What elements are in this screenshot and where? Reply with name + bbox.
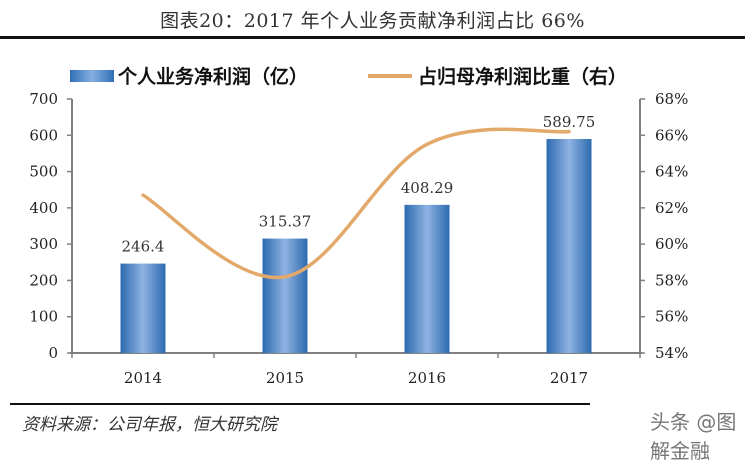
ratio-line (141, 127, 571, 280)
chart-plot-area: 0 100 200 300 400 500 600 700 54% 56% 58% 60% 62% 64%… (29, 90, 688, 387)
x-tick-label: 2017 (550, 369, 588, 387)
right-tick-label: 60% (655, 235, 688, 253)
legend-item-bar: 个人业务净利润（亿） (70, 62, 308, 89)
right-tick-label: 66% (655, 126, 688, 144)
left-tick-label: 500 (29, 163, 58, 181)
watermark: 头条 @图解金融 (650, 410, 737, 463)
x-tick-label: 2016 (408, 369, 446, 387)
source-divider (10, 403, 590, 405)
bar-value-label: 408.29 (401, 179, 454, 197)
title-divider (0, 36, 745, 39)
left-tick-label: 700 (29, 90, 58, 108)
right-tick-label: 54% (655, 344, 688, 362)
left-tick-label: 100 (29, 308, 58, 326)
right-tick-label: 56% (655, 308, 688, 326)
right-tick-label: 58% (655, 271, 688, 289)
legend-bar-label: 个人业务净利润（亿） (118, 66, 309, 88)
chart-title: 图表20：2017 年个人业务贡献净利润占比 66% (160, 10, 585, 32)
line-swatch-icon (368, 73, 413, 78)
x-tick-label: 2015 (266, 369, 304, 387)
left-tick-label: 600 (29, 126, 58, 144)
right-tick-label: 68% (655, 90, 688, 108)
bar-swatch-icon (70, 69, 114, 82)
left-tick-label: 300 (29, 235, 58, 253)
bar (262, 238, 308, 353)
bar-value-label: 246.4 (122, 238, 165, 256)
ratio-line-path (141, 127, 571, 280)
left-tick-label: 400 (29, 199, 58, 217)
bars: 246.4 315.37 408.29 589.75 (120, 113, 596, 353)
bar-value-label: 315.37 (259, 213, 312, 231)
right-tick-label: 64% (655, 163, 688, 181)
legend-item-line: 占归母净利润比重（右） (368, 62, 627, 89)
bar (120, 263, 166, 353)
right-tick-label: 62% (655, 199, 688, 217)
source-note: 资料来源：公司年报，恒大研究院 (22, 415, 277, 435)
left-tick-label: 200 (29, 271, 58, 289)
bar (546, 139, 592, 353)
bar (404, 204, 450, 353)
legend-line-label: 占归母净利润比重（右） (418, 66, 628, 88)
x-tick-label: 2014 (124, 369, 162, 387)
bar-value-label: 589.75 (543, 113, 596, 131)
left-tick-label: 0 (48, 344, 58, 362)
axes: 0 100 200 300 400 500 600 700 54% 56% 58% 60% 62% 64%… (29, 90, 688, 387)
legend: 个人业务净利润（亿） 占归母净利润比重（右） (70, 62, 687, 89)
